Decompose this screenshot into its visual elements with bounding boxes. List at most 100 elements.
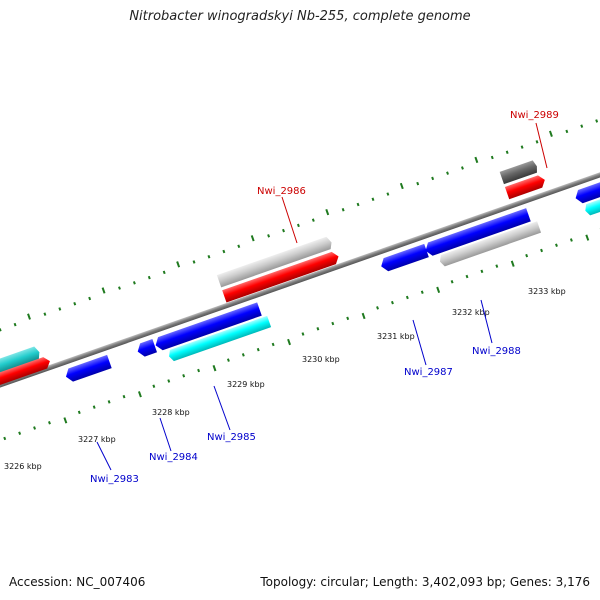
tick-minor bbox=[520, 145, 524, 149]
tick-minor bbox=[58, 307, 62, 311]
tick-minor bbox=[461, 166, 464, 170]
tick-minor bbox=[316, 327, 320, 331]
gene-label-nwi-2985[interactable]: Nwi_2985 bbox=[207, 432, 256, 443]
tick-minor bbox=[420, 290, 424, 294]
tick-minor bbox=[267, 234, 271, 238]
tick-minor bbox=[197, 368, 201, 373]
tick-minor bbox=[118, 286, 121, 290]
accession-label: Accession: NC_007406 bbox=[9, 575, 146, 589]
tick-minor bbox=[147, 275, 151, 280]
tick-minor bbox=[0, 328, 2, 332]
tick-minor bbox=[33, 426, 36, 430]
tick-minor bbox=[490, 155, 494, 160]
tick-major bbox=[399, 182, 404, 190]
tick-major bbox=[325, 208, 330, 216]
gene-arrow-nwi-2989-red[interactable] bbox=[504, 174, 547, 200]
tick-label-3228: 3228 kbp bbox=[152, 408, 190, 417]
tick-major bbox=[27, 313, 31, 320]
tick-minor bbox=[48, 421, 51, 425]
gene-label-nwi-2984[interactable]: Nwi_2984 bbox=[149, 452, 198, 463]
tick-minor bbox=[341, 207, 345, 212]
leader-nwi-2983 bbox=[96, 441, 112, 471]
tick-minor bbox=[132, 281, 136, 285]
tick-label-3230: 3230 kbp bbox=[302, 355, 340, 364]
tick-minor bbox=[416, 181, 420, 186]
forward-strand-genes bbox=[0, 160, 547, 399]
reverse-strand-genes bbox=[64, 180, 600, 383]
tick-minor bbox=[495, 264, 499, 268]
tick-minor bbox=[431, 176, 435, 181]
tick-major bbox=[63, 417, 68, 424]
tick-major bbox=[101, 287, 106, 294]
forward-tick-row bbox=[0, 119, 599, 332]
tick-major bbox=[250, 235, 255, 242]
leader-nwi-2985 bbox=[213, 385, 231, 431]
tick-minor bbox=[207, 254, 211, 259]
tick-minor bbox=[346, 316, 350, 321]
tick-major bbox=[585, 234, 590, 241]
gene-arrow-forward-cyan[interactable] bbox=[0, 346, 42, 388]
gene-label-nwi-2986[interactable]: Nwi_2986 bbox=[257, 186, 306, 197]
gene-arrow-nwi-2989-grey[interactable] bbox=[499, 160, 539, 185]
tick-label-3232: 3232 kbp bbox=[452, 308, 490, 317]
tick-minor bbox=[540, 248, 544, 253]
gene-arrow-nwi-2984[interactable] bbox=[135, 339, 158, 358]
gene-arrow-reverse-edge-cyan[interactable] bbox=[583, 195, 600, 216]
tick-minor bbox=[18, 431, 22, 435]
gene-arrow-nwi-2987[interactable] bbox=[379, 243, 429, 273]
leader-nwi-2986 bbox=[281, 196, 298, 244]
gene-arrow-nwi-2985-blue[interactable] bbox=[153, 302, 262, 352]
tick-major bbox=[510, 260, 515, 267]
tick-minor bbox=[296, 223, 300, 228]
tick-minor bbox=[465, 274, 469, 279]
gene-label-nwi-2989[interactable]: Nwi_2989 bbox=[510, 110, 559, 121]
tick-major bbox=[176, 261, 181, 268]
tick-minor bbox=[595, 119, 599, 123]
tick-label-3227: 3227 kbp bbox=[78, 435, 116, 444]
tick-minor bbox=[88, 296, 92, 301]
tick-minor bbox=[580, 124, 584, 128]
genome-summary: Topology: circular; Length: 3,402,093 bp… bbox=[260, 575, 590, 589]
tick-minor bbox=[3, 436, 7, 441]
tick-minor bbox=[192, 260, 196, 264]
tick-minor bbox=[167, 379, 171, 383]
gene-arrow-nwi-2988-blue[interactable] bbox=[423, 208, 531, 257]
tick-minor bbox=[525, 253, 529, 258]
tick-label-3226: 3226 kbp bbox=[4, 462, 42, 471]
tick-minor bbox=[256, 347, 260, 352]
tick-minor bbox=[569, 238, 573, 242]
map-title: Nitrobacter winogradskyi Nb-255, complet… bbox=[129, 9, 471, 24]
scale-labels: 3226 kbp 3227 kbp 3228 kbp 3229 kbp 3230… bbox=[4, 287, 566, 471]
tick-minor bbox=[386, 192, 390, 196]
leader-nwi-2984 bbox=[159, 417, 172, 452]
tick-minor bbox=[301, 332, 305, 336]
tick-minor bbox=[311, 218, 315, 222]
gene-arrow-nwi-2983[interactable] bbox=[64, 354, 112, 383]
tick-major bbox=[287, 338, 291, 346]
tick-minor bbox=[535, 140, 539, 144]
tick-minor bbox=[182, 374, 186, 378]
gene-label-leaders bbox=[96, 122, 548, 471]
gene-arrow-nwi-2986-red[interactable] bbox=[222, 250, 340, 303]
gene-label-nwi-2983[interactable]: Nwi_2983 bbox=[90, 474, 139, 485]
tick-minor bbox=[77, 410, 81, 415]
tick-minor bbox=[226, 358, 230, 362]
tick-major bbox=[137, 391, 142, 398]
tick-minor bbox=[505, 150, 509, 155]
tick-label-3231: 3231 kbp bbox=[377, 332, 415, 341]
gene-arrow-nwi-2986-grey[interactable] bbox=[216, 236, 334, 288]
gene-arrow-reverse-edge[interactable] bbox=[573, 180, 600, 205]
gene-label-nwi-2987[interactable]: Nwi_2987 bbox=[404, 367, 453, 378]
tick-major bbox=[474, 156, 479, 164]
tick-minor bbox=[107, 400, 111, 404]
tick-minor bbox=[13, 322, 17, 327]
tick-major bbox=[548, 130, 553, 137]
leader-nwi-2989 bbox=[535, 122, 548, 169]
gene-arrow-nwi-2988-grey[interactable] bbox=[438, 221, 542, 267]
reverse-tick-row bbox=[3, 227, 600, 441]
gene-label-nwi-2988[interactable]: Nwi_2988 bbox=[472, 346, 521, 357]
tick-major bbox=[212, 365, 217, 372]
gene-arrow-forward-red[interactable] bbox=[0, 355, 52, 399]
gene-arrow-nwi-2985-cyan[interactable] bbox=[167, 315, 272, 362]
